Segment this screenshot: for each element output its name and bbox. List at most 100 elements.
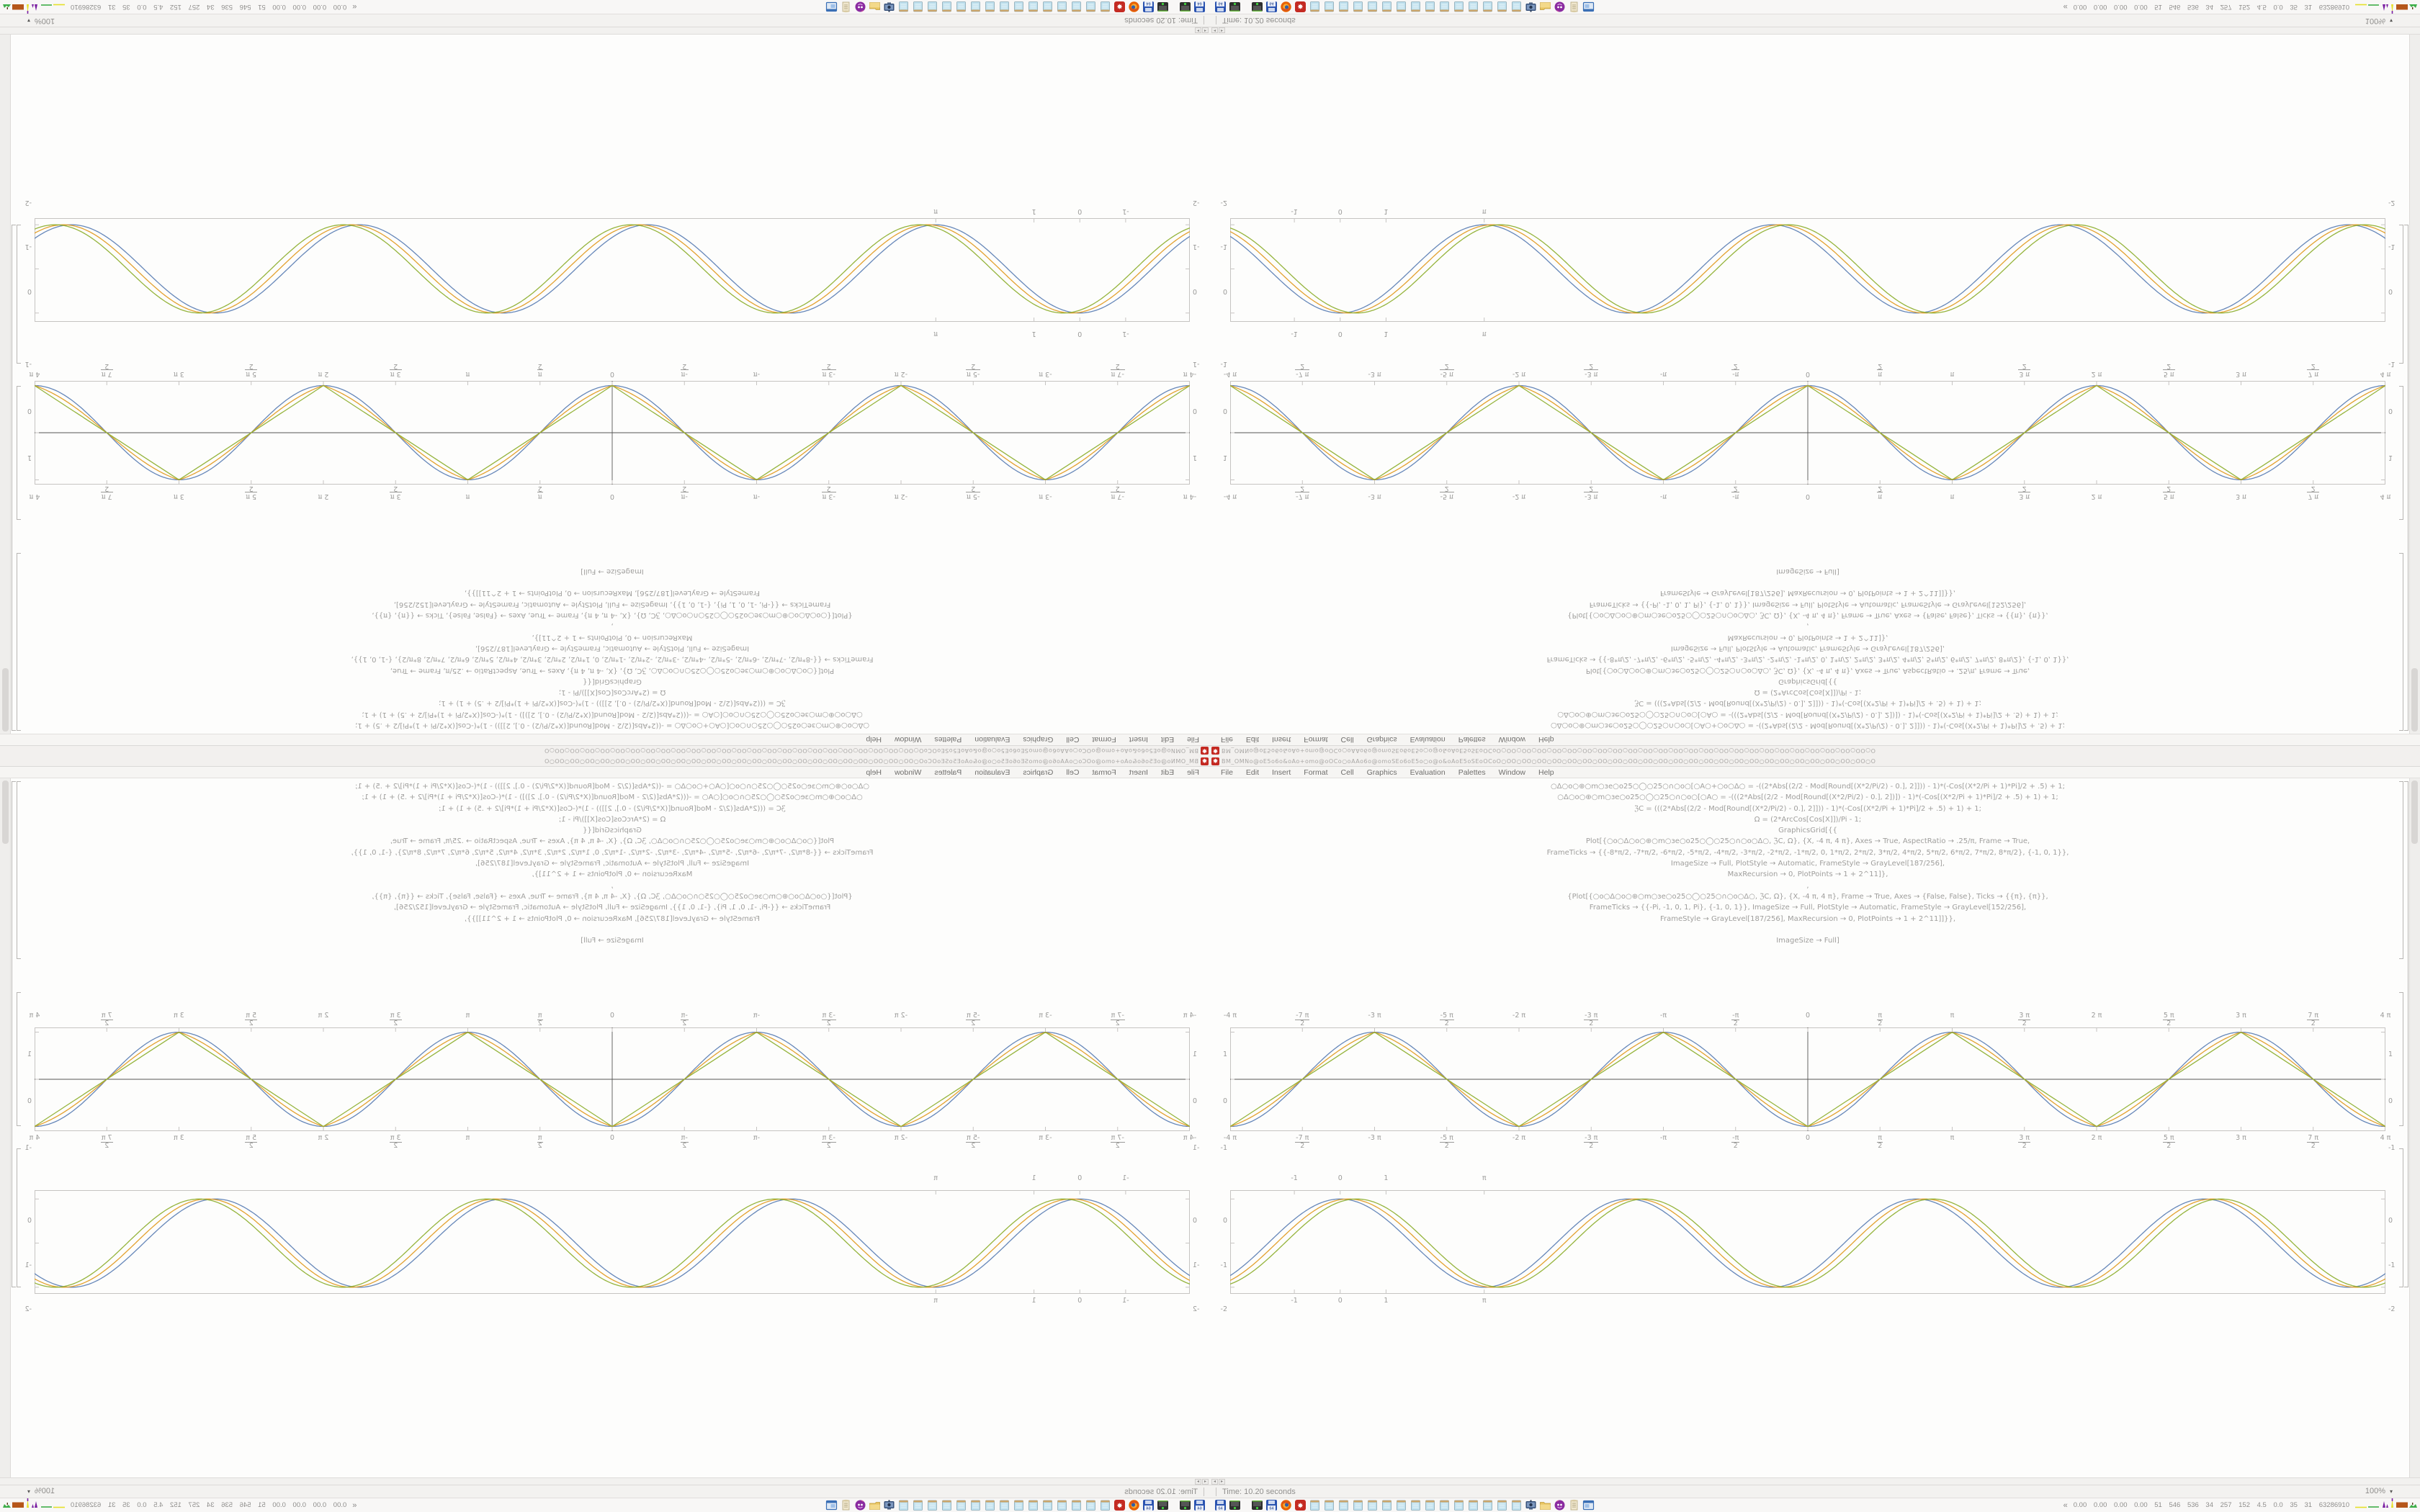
- notepad-icon[interactable]: [1352, 1, 1364, 13]
- vertical-scrollbar-thumb[interactable]: [2, 780, 9, 844]
- drive-green-icon[interactable]: [1179, 1499, 1191, 1511]
- firefox-icon[interactable]: [1280, 1499, 1292, 1511]
- cell-bracket-plot-a[interactable]: [2399, 386, 2403, 520]
- window-blue-icon[interactable]: [1582, 1, 1595, 13]
- menu-edit[interactable]: Edit: [1245, 735, 1260, 744]
- scroll-document-icon[interactable]: [1568, 1499, 1580, 1511]
- scroll-right-button[interactable]: ▸: [1195, 27, 1201, 33]
- notepad-icon[interactable]: [1085, 1499, 1097, 1511]
- menu-window[interactable]: Window: [1498, 735, 1526, 744]
- window-title-bar[interactable]: ✸ BM_OMNo@oE5o6o&oAo+omo@oOCo○oAAo6o@omo…: [0, 745, 1210, 756]
- notepad-icon[interactable]: [1309, 1, 1321, 13]
- menu-graphics[interactable]: Graphics: [1366, 768, 1397, 777]
- app-purple-icon[interactable]: [1554, 1499, 1566, 1511]
- scroll-right-button[interactable]: ▸: [1219, 1479, 1225, 1485]
- code-cell[interactable]: ○Δ○o○⊕○m○зe○o25○◯○25○∩○o○[○A○+○o○Δ○ = -(…: [1232, 781, 2384, 958]
- tray-expander-icon[interactable]: «: [2063, 1500, 2068, 1510]
- code-cell[interactable]: ○Δ○o○⊕○m○зe○o25○◯○25○∩○o○[○A○+○o○Δ○ = -(…: [36, 781, 1188, 958]
- menu-palettes[interactable]: Palettes: [1458, 735, 1486, 744]
- menu-graphics[interactable]: Graphics: [1023, 735, 1054, 744]
- notepad-icon[interactable]: [941, 1499, 953, 1511]
- notepad-icon[interactable]: [1099, 1, 1111, 13]
- cell-bracket-plot-b[interactable]: [2399, 1148, 2403, 1287]
- notepad-icon[interactable]: [1410, 1, 1422, 13]
- menu-edit[interactable]: Edit: [1160, 735, 1175, 744]
- menu-help[interactable]: Help: [866, 768, 882, 777]
- zoom-control[interactable]: 100% ▾: [27, 1487, 55, 1495]
- drive-green-icon[interactable]: [1251, 1499, 1263, 1511]
- cell-bracket-outer[interactable]: [2404, 225, 2408, 731]
- tray-expander-icon[interactable]: «: [2063, 2, 2068, 12]
- firefox-icon[interactable]: [1128, 1, 1140, 13]
- vertical-scrollbar-thumb[interactable]: [2411, 668, 2418, 732]
- notepad-icon[interactable]: [1337, 1, 1350, 13]
- scroll-document-icon[interactable]: [840, 1, 852, 13]
- tray-expander-icon[interactable]: «: [352, 1500, 357, 1510]
- notepad-icon[interactable]: [1453, 1, 1465, 13]
- app-purple-icon[interactable]: [854, 1499, 866, 1511]
- notepad-icon[interactable]: [1410, 1499, 1422, 1511]
- screenshot-tool-icon[interactable]: [1525, 1, 1537, 13]
- notepad-icon[interactable]: [1352, 1499, 1364, 1511]
- horizontal-scrollbar[interactable]: ◂ ▸: [1210, 27, 2420, 35]
- cell-bracket-outer[interactable]: [12, 225, 16, 731]
- vertical-scrollbar[interactable]: [0, 35, 11, 734]
- menu-evaluation[interactable]: Evaluation: [974, 768, 1010, 777]
- vertical-scrollbar-thumb[interactable]: [2, 668, 9, 732]
- notepad-icon[interactable]: [912, 1499, 924, 1511]
- vertical-scrollbar[interactable]: [2409, 35, 2420, 734]
- menu-cell[interactable]: Cell: [1340, 735, 1354, 744]
- menu-insert[interactable]: Insert: [1272, 735, 1291, 744]
- menu-file[interactable]: File: [1221, 735, 1233, 744]
- notepad-icon[interactable]: [1041, 1, 1054, 13]
- cell-bracket-plot-b[interactable]: [2399, 225, 2403, 364]
- menu-format[interactable]: Format: [1304, 768, 1328, 777]
- notepad-icon[interactable]: [1510, 1, 1523, 13]
- notepad-icon[interactable]: [1395, 1499, 1407, 1511]
- folder-yellow-icon[interactable]: [869, 1499, 881, 1511]
- notepad-icon[interactable]: [1056, 1499, 1068, 1511]
- menu-window[interactable]: Window: [894, 768, 922, 777]
- cell-bracket-plot-a[interactable]: [2399, 992, 2403, 1126]
- window-title-bar[interactable]: ✸ BM_OMNo@oE5o6o&oAo+omo@oOCo○oAAo6o@omo…: [1210, 745, 2420, 756]
- menu-format[interactable]: Format: [1092, 735, 1116, 744]
- menu-file[interactable]: File: [1221, 768, 1233, 777]
- scroll-document-icon[interactable]: [840, 1499, 852, 1511]
- notepad-icon[interactable]: [1323, 1, 1335, 13]
- menu-palettes[interactable]: Palettes: [934, 768, 962, 777]
- menu-file[interactable]: File: [1187, 735, 1199, 744]
- horizontal-scrollbar[interactable]: ◂ ▸: [0, 27, 1210, 35]
- menu-format[interactable]: Format: [1304, 735, 1328, 744]
- menu-graphics[interactable]: Graphics: [1366, 735, 1397, 744]
- notepad-icon[interactable]: [1381, 1499, 1393, 1511]
- notepad-icon[interactable]: [1085, 1, 1097, 13]
- floppy-64-icon[interactable]: 64: [1214, 1, 1227, 13]
- notepad-icon[interactable]: [926, 1, 938, 13]
- menu-cell[interactable]: Cell: [1066, 735, 1080, 744]
- notepad-icon[interactable]: [897, 1499, 910, 1511]
- menu-edit[interactable]: Edit: [1245, 768, 1260, 777]
- notepad-icon[interactable]: [998, 1, 1010, 13]
- scroll-right-button[interactable]: ▸: [1195, 1479, 1201, 1485]
- notepad-icon[interactable]: [1496, 1499, 1508, 1511]
- tray-expander-icon[interactable]: «: [352, 2, 357, 12]
- menu-insert[interactable]: Insert: [1129, 768, 1148, 777]
- notepad-icon[interactable]: [984, 1, 996, 13]
- notepad-icon[interactable]: [1309, 1499, 1321, 1511]
- notepad-icon[interactable]: [1496, 1, 1508, 13]
- notepad-icon[interactable]: [1381, 1, 1393, 13]
- notepad-icon[interactable]: [1453, 1499, 1465, 1511]
- floppy-64-icon[interactable]: 64: [1142, 1, 1155, 13]
- scroll-left-button[interactable]: ◂: [1211, 27, 1218, 33]
- notepad-icon[interactable]: [1027, 1, 1039, 13]
- notepad-icon[interactable]: [941, 1, 953, 13]
- drive-green-icon[interactable]: [1229, 1499, 1241, 1511]
- scroll-right-button[interactable]: ▸: [1219, 27, 1225, 33]
- menu-evaluation[interactable]: Evaluation: [1410, 735, 1446, 744]
- notepad-icon[interactable]: [926, 1499, 938, 1511]
- notepad-icon[interactable]: [1337, 1499, 1350, 1511]
- settings-red-gear-icon[interactable]: ✸: [1294, 1, 1307, 13]
- menu-evaluation[interactable]: Evaluation: [974, 735, 1010, 744]
- notepad-icon[interactable]: [1323, 1499, 1335, 1511]
- menu-palettes[interactable]: Palettes: [1458, 768, 1486, 777]
